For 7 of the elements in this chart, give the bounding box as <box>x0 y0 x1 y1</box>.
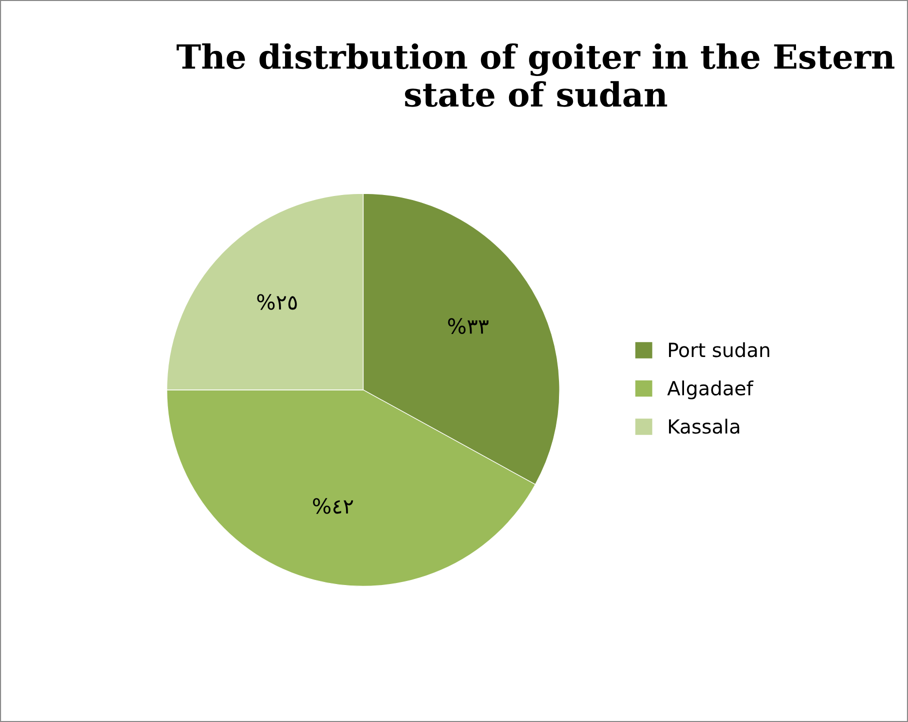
data-label: %٣٣ <box>448 318 488 334</box>
legend-label: Port sudan <box>669 342 770 358</box>
legend-label: Kassala <box>669 418 740 434</box>
legend-label: Algadaef <box>667 380 754 400</box>
data-label: %٤٢ <box>312 498 354 514</box>
chart-title: The distrbution of goiter in the Estern state of sudan <box>176 43 894 107</box>
data-label: %٢٥ <box>257 294 297 310</box>
